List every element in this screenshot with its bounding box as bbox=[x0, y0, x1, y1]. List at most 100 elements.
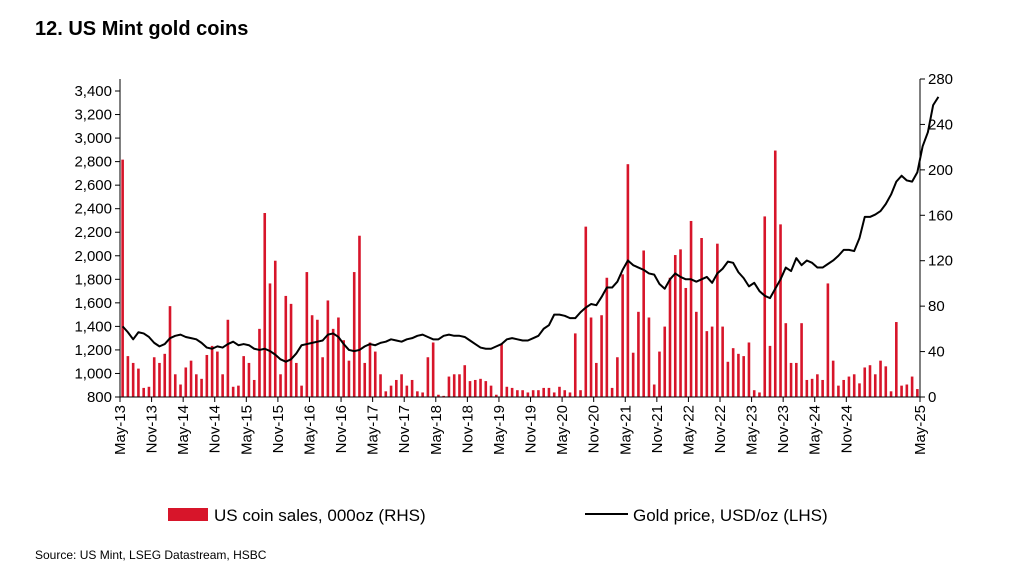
coin-sales-bar bbox=[221, 374, 224, 397]
coin-sales-bar bbox=[884, 366, 888, 397]
coin-sales-bar bbox=[168, 306, 172, 397]
coin-sales-bar bbox=[821, 379, 824, 397]
coin-sales-bar bbox=[889, 391, 893, 397]
coin-sales-bar bbox=[505, 386, 509, 397]
left-tick-label: 800 bbox=[87, 389, 112, 406]
coin-sales-bar bbox=[705, 331, 709, 397]
coin-sales-bar bbox=[684, 287, 688, 397]
coin-sales-bar bbox=[558, 386, 561, 397]
coin-sales-bar bbox=[200, 378, 203, 397]
legend-bar-label: US coin sales, 000oz (RHS) bbox=[214, 506, 426, 525]
coin-sales-bar bbox=[279, 374, 282, 397]
coin-sales-bar bbox=[173, 374, 177, 397]
x-tick-label: May-20 bbox=[554, 405, 571, 455]
coin-sales-bar bbox=[273, 260, 277, 397]
coin-sales-bar bbox=[526, 392, 530, 397]
x-tick-label: May-14 bbox=[175, 405, 192, 455]
coin-sales-bar bbox=[826, 283, 830, 397]
coin-sales-bar bbox=[647, 317, 651, 397]
coin-sales-bar bbox=[910, 376, 914, 397]
coin-sales-bar bbox=[842, 379, 845, 397]
right-axis-ticks: 0 40 80 120 160 200 240 280 bbox=[920, 71, 953, 406]
right-tick-label: 80 bbox=[928, 298, 945, 315]
right-tick-label: 0 bbox=[928, 389, 936, 406]
coin-sales-bar bbox=[395, 379, 398, 397]
coin-sales-bar bbox=[495, 394, 498, 397]
left-tick-label: 2,200 bbox=[74, 224, 112, 241]
coin-sales-bar bbox=[295, 362, 298, 397]
coin-sales-bar bbox=[158, 362, 161, 397]
coin-sales-bar bbox=[737, 353, 740, 397]
coin-sales-bar bbox=[721, 326, 724, 397]
legend-bar-swatch bbox=[168, 508, 208, 521]
x-tick-label: May-15 bbox=[238, 405, 255, 455]
coin-sales-bar bbox=[210, 345, 214, 397]
coin-sales-bar bbox=[489, 385, 493, 397]
left-tick-label: 2,600 bbox=[74, 177, 112, 194]
coin-sales-bar bbox=[616, 357, 619, 397]
coin-sales-bar bbox=[352, 272, 356, 397]
left-tick-label: 2,800 bbox=[74, 154, 112, 171]
coin-sales-bar bbox=[121, 159, 124, 397]
coin-sales-bar bbox=[426, 357, 430, 397]
coin-sales-bar bbox=[795, 362, 798, 397]
coin-sales-bar bbox=[747, 342, 751, 397]
coin-sales-bar bbox=[331, 328, 335, 397]
coin-sales-bar bbox=[389, 385, 393, 397]
coin-sales-bar bbox=[784, 323, 788, 397]
coin-sales-bar bbox=[605, 277, 609, 397]
coin-sales-bar bbox=[347, 360, 351, 397]
coin-sales-bar bbox=[610, 387, 614, 397]
coin-sales-bar bbox=[631, 352, 635, 397]
x-tick-label: Nov-18 bbox=[459, 405, 476, 453]
x-tick-label: Nov-22 bbox=[712, 405, 729, 453]
coin-sales-bar bbox=[816, 374, 819, 397]
coin-sales-bar bbox=[752, 390, 756, 397]
coin-sales-bar bbox=[689, 220, 693, 397]
coin-sales-bar bbox=[410, 379, 414, 397]
x-axis-ticks: May-13 Nov-13 May-14 Nov-14 May-15 Nov-15 May-… bbox=[112, 397, 929, 455]
coin-sales-bar bbox=[305, 272, 309, 397]
left-tick-label: 1,400 bbox=[74, 318, 112, 335]
coin-sales-bar bbox=[658, 351, 661, 397]
coin-sales-bar bbox=[521, 390, 524, 397]
coin-sales-bar bbox=[679, 249, 682, 397]
coin-sales-bar bbox=[247, 362, 251, 397]
x-tick-label: Nov-14 bbox=[207, 405, 224, 453]
coin-sales-bar bbox=[258, 328, 261, 397]
right-tick-label: 240 bbox=[928, 116, 953, 133]
coin-sales-bar bbox=[863, 367, 867, 397]
x-tick-label: Nov-24 bbox=[838, 405, 855, 453]
coin-sales-bar bbox=[252, 379, 256, 397]
coin-sales-bar bbox=[379, 374, 382, 397]
left-tick-label: 2,000 bbox=[74, 248, 112, 265]
coin-sales-bar bbox=[805, 379, 809, 397]
left-tick-label: 3,200 bbox=[74, 107, 112, 124]
coin-sales-bar bbox=[763, 216, 767, 397]
coin-sales-bar bbox=[189, 360, 193, 397]
coin-sales-bar bbox=[710, 326, 714, 397]
left-axis-ticks: 800 1,000 1,200 1,400 1,600 1,800 2,000 2,200 2,… bbox=[74, 83, 120, 406]
coin-sales-bar bbox=[600, 315, 603, 397]
coin-sales-bar bbox=[637, 311, 640, 397]
coin-sales-bar bbox=[142, 387, 145, 397]
coin-sales-bar bbox=[195, 374, 198, 397]
x-tick-label: Nov-17 bbox=[396, 405, 413, 453]
coin-sales-bar bbox=[184, 367, 188, 397]
coin-sales-bar bbox=[837, 385, 840, 397]
coin-sales-bar bbox=[384, 391, 388, 397]
coin-sales-bar bbox=[742, 356, 745, 397]
coin-sales-bar bbox=[695, 311, 698, 397]
coin-sales-bar bbox=[268, 283, 272, 397]
coin-sales-bar bbox=[437, 394, 440, 397]
coin-sales-bar bbox=[642, 250, 645, 397]
coin-sales-bar bbox=[621, 274, 624, 397]
x-tick-label: Nov-23 bbox=[775, 405, 792, 453]
x-tick-label: Nov-13 bbox=[144, 405, 161, 453]
coin-sales-bar bbox=[458, 374, 461, 397]
right-tick-label: 280 bbox=[928, 71, 953, 88]
coin-sales-bar bbox=[789, 362, 793, 397]
x-tick-label: May-21 bbox=[617, 405, 634, 455]
coin-sales-bar bbox=[226, 319, 230, 397]
x-tick-label: Nov-20 bbox=[586, 405, 603, 453]
